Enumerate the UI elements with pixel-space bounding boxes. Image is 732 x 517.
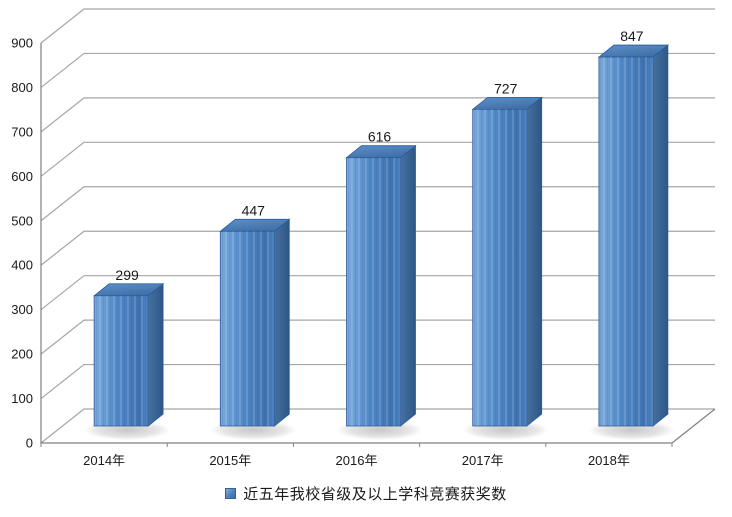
bar-value-label: 447 xyxy=(242,202,266,218)
y-axis-label: 300 xyxy=(11,302,33,317)
gridline-800 xyxy=(40,52,715,88)
bar-side-face xyxy=(652,44,669,427)
bar-front-texture xyxy=(472,109,527,427)
bar-front-texture xyxy=(346,157,401,426)
bar-side-face xyxy=(526,96,543,427)
bar-value-label: 847 xyxy=(620,28,644,44)
y-axis-label: 500 xyxy=(11,213,33,228)
y-axis-label: 600 xyxy=(11,169,33,184)
bar-value-label: 299 xyxy=(115,267,139,283)
chart-legend: 近五年我校省级及以上学科竞赛获奖数 xyxy=(0,483,732,504)
y-axis-label: 100 xyxy=(11,391,33,406)
y-axis-label: 0 xyxy=(26,436,33,451)
x-axis-label: 2015年 xyxy=(209,453,251,468)
bar-front-texture xyxy=(94,295,149,426)
x-axis-label: 2018年 xyxy=(588,453,630,468)
y-axis-label: 700 xyxy=(11,124,33,139)
bar-value-label: 616 xyxy=(368,129,392,145)
bar-front-texture xyxy=(220,231,275,426)
bar-side-face xyxy=(273,218,290,427)
bar-value-label: 727 xyxy=(494,80,518,96)
x-axis-label: 2016年 xyxy=(336,453,378,468)
x-axis-label: 2017年 xyxy=(462,453,504,468)
legend-series-label: 近五年我校省级及以上学科竞赛获奖数 xyxy=(243,486,507,503)
y-axis-label: 400 xyxy=(11,258,33,273)
bar-side-face xyxy=(400,144,416,427)
gridline-900 xyxy=(40,8,715,44)
y-axis-label: 900 xyxy=(11,36,33,51)
legend-swatch-icon xyxy=(225,488,237,499)
y-axis-label: 800 xyxy=(11,80,33,95)
bar-side-face xyxy=(147,282,164,427)
bar-front-texture xyxy=(598,57,653,427)
x-axis-label: 2014年 xyxy=(83,453,125,468)
y-axis-label: 200 xyxy=(11,347,33,362)
